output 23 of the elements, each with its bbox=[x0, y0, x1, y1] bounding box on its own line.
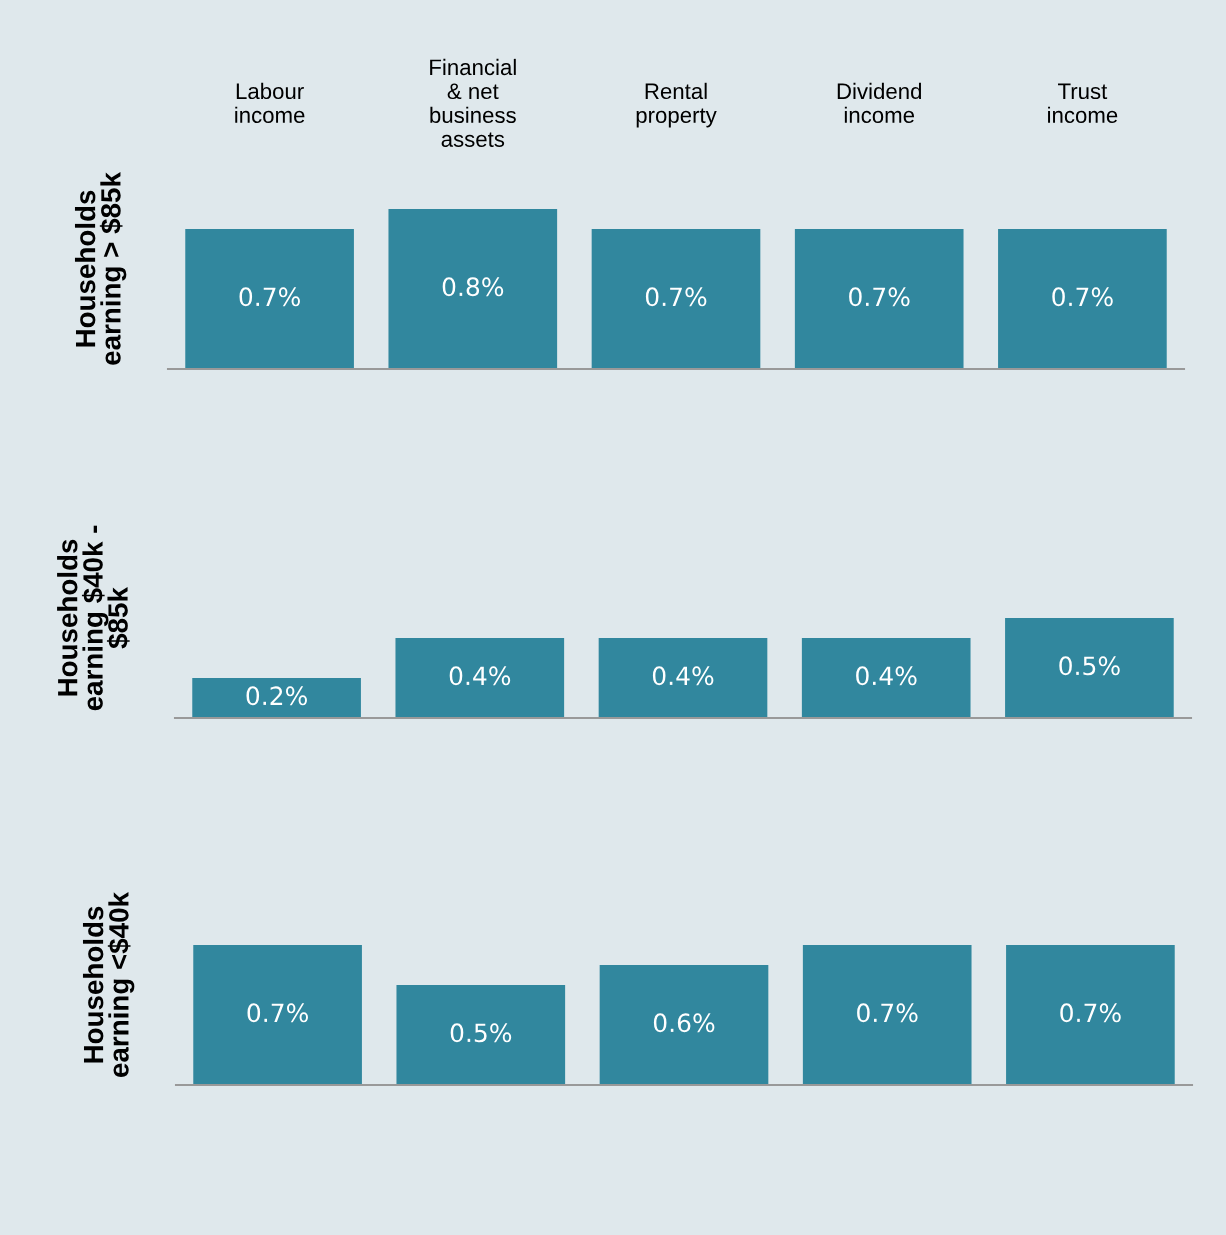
x-tick-label: Labour income bbox=[235, 82, 305, 124]
y-axis-title: Households earning $40k - $85k bbox=[57, 525, 130, 711]
data-label: 0.4% bbox=[449, 666, 511, 686]
y-axis-title: Households earning <$40k bbox=[82, 891, 135, 1077]
y-axis-title: Households earning > $85k bbox=[74, 172, 127, 365]
data-label: 0.8% bbox=[442, 277, 504, 297]
data-label: 0.7% bbox=[247, 1003, 308, 1023]
x-tick-label: Dividend income bbox=[837, 82, 921, 124]
data-label: 0.2% bbox=[246, 686, 307, 706]
x-tick-label: Trust income bbox=[1048, 83, 1118, 124]
data-label: 0.6% bbox=[653, 1013, 715, 1033]
data-label: 0.7% bbox=[645, 287, 707, 307]
data-label: 0.7% bbox=[849, 287, 910, 307]
data-label: 0.7% bbox=[1060, 1003, 1121, 1023]
data-label: 0.5% bbox=[1059, 656, 1120, 676]
data-label: 0.7% bbox=[857, 1003, 918, 1023]
data-label: 0.7% bbox=[1052, 287, 1113, 307]
data-label: 0.7% bbox=[239, 287, 300, 307]
data-label: 0.4% bbox=[652, 666, 714, 686]
data-label: 0.5% bbox=[450, 1023, 512, 1043]
data-label: 0.4% bbox=[856, 666, 917, 686]
x-tick-label: Financial & net business assets bbox=[430, 58, 516, 147]
x-tick-label: Rental property bbox=[636, 82, 717, 128]
